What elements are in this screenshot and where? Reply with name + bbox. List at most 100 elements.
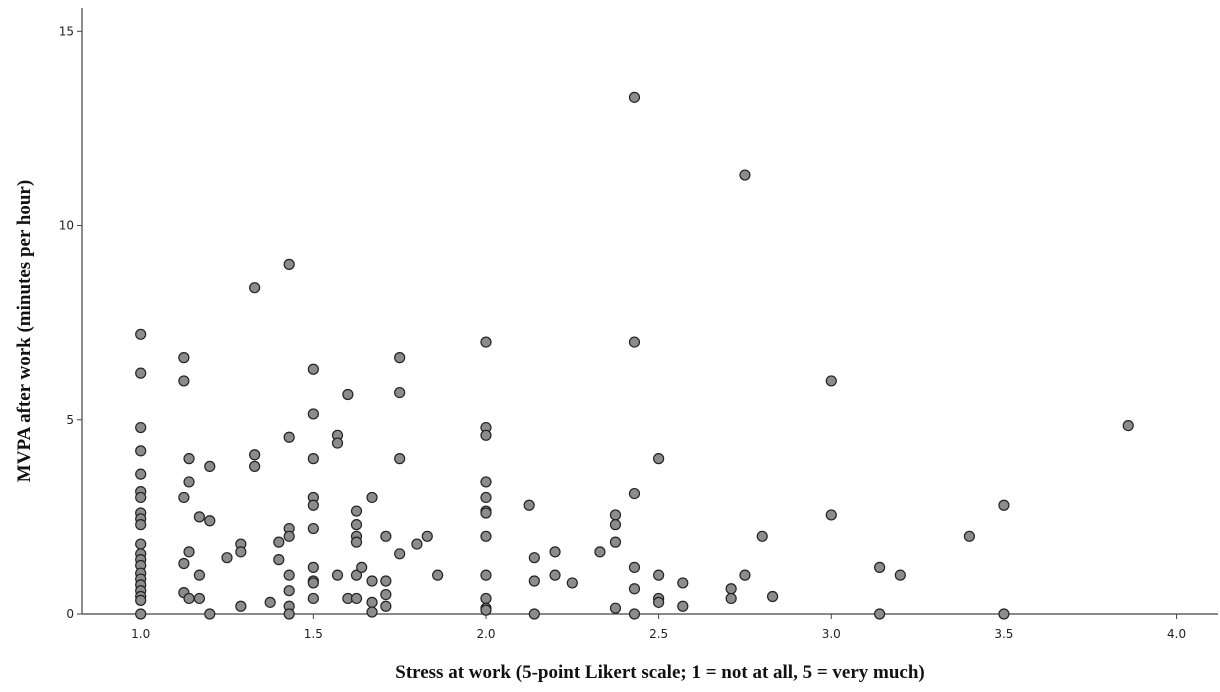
data-point: [178, 375, 190, 387]
data-point: [480, 569, 492, 581]
data-point: [307, 592, 319, 605]
data-point: [183, 546, 195, 558]
axes: [81, 8, 1218, 615]
data-point: [480, 429, 492, 441]
data-point: [609, 536, 622, 548]
data-point: [380, 530, 392, 542]
data-point: [193, 592, 205, 605]
data-point: [356, 561, 368, 573]
data-point: [366, 575, 378, 587]
data-point: [380, 588, 392, 601]
data-point: [135, 519, 147, 531]
data-point: [350, 505, 363, 517]
data-point: [480, 530, 492, 542]
data-point: [653, 453, 665, 465]
data-point: [331, 569, 344, 581]
data-point: [135, 367, 147, 379]
x-ticks: 1.0 1.5 2.0 2.5 3.0 3.5 4.0: [131, 614, 1186, 641]
y-tick-label: 0: [66, 607, 74, 621]
data-point: [135, 538, 147, 550]
data-point: [628, 561, 641, 573]
data-point: [307, 577, 319, 589]
data-point: [594, 546, 606, 558]
data-point: [249, 282, 261, 294]
data-point: [307, 408, 319, 420]
data-point: [874, 561, 886, 573]
data-point: [480, 604, 492, 616]
data-point: [480, 491, 492, 504]
data-point: [235, 600, 247, 612]
data-point: [609, 509, 622, 521]
data-point: [273, 536, 285, 548]
x-tick-label: 1.0: [131, 627, 150, 641]
data-point: [528, 608, 540, 620]
data-point: [135, 421, 147, 434]
data-point: [283, 530, 295, 542]
data-point: [480, 592, 492, 605]
data-point: [283, 431, 295, 443]
data-point: [628, 487, 641, 500]
x-tick-label: 2.0: [476, 627, 495, 641]
data-point: [480, 336, 492, 348]
data-point: [480, 476, 492, 488]
data-point: [825, 509, 837, 521]
data-point: [135, 608, 147, 620]
data-point: [739, 569, 751, 581]
data-point: [135, 328, 147, 340]
data-point: [998, 608, 1010, 620]
data-point: [628, 91, 641, 103]
data-point: [283, 258, 295, 270]
data-point: [394, 548, 406, 560]
y-tick-label: 15: [59, 24, 74, 38]
data-point: [421, 530, 433, 542]
data-point: [307, 561, 319, 573]
data-point: [628, 336, 641, 348]
data-point: [350, 592, 363, 605]
y-axis-title: MVPA after work (minutes per hour): [14, 180, 35, 482]
data-point: [331, 437, 344, 449]
data-point: [183, 453, 195, 465]
data-point: [411, 538, 423, 550]
data-point: [366, 491, 378, 504]
data-point: [677, 577, 689, 589]
x-axis-title: Stress at work (5-point Likert scale; 1 …: [395, 662, 925, 683]
data-point: [653, 596, 665, 608]
data-point: [178, 491, 190, 504]
data-point: [307, 499, 319, 511]
data-point: [766, 590, 779, 603]
data-point: [283, 569, 295, 581]
data-point: [204, 515, 216, 527]
data-point: [566, 577, 578, 589]
data-point: [235, 546, 247, 558]
data-point: [756, 530, 768, 542]
data-point: [432, 569, 444, 581]
data-point: [350, 519, 363, 531]
data-point: [739, 169, 751, 181]
data-point: [653, 569, 665, 581]
x-tick-label: 3.0: [822, 627, 841, 641]
data-point: [204, 460, 216, 472]
data-point: [307, 522, 319, 535]
data-point: [725, 592, 737, 605]
data-point: [307, 363, 319, 375]
data-point: [135, 491, 147, 504]
y-ticks: 0 5 10 15: [59, 24, 82, 621]
data-point: [366, 596, 378, 608]
data-point: [342, 388, 354, 401]
data-point: [549, 569, 561, 581]
data-points: [135, 91, 1134, 620]
data-point: [380, 600, 392, 612]
data-point: [204, 608, 216, 620]
data-point: [183, 476, 195, 488]
data-point: [249, 460, 261, 472]
data-point: [963, 530, 975, 542]
data-point: [193, 569, 205, 581]
data-point: [135, 468, 147, 480]
data-point: [480, 507, 492, 519]
data-point: [549, 546, 561, 558]
data-point: [394, 386, 406, 399]
data-point: [178, 557, 190, 570]
data-point: [273, 554, 285, 566]
x-tick-label: 2.5: [649, 627, 668, 641]
data-point: [350, 569, 363, 581]
